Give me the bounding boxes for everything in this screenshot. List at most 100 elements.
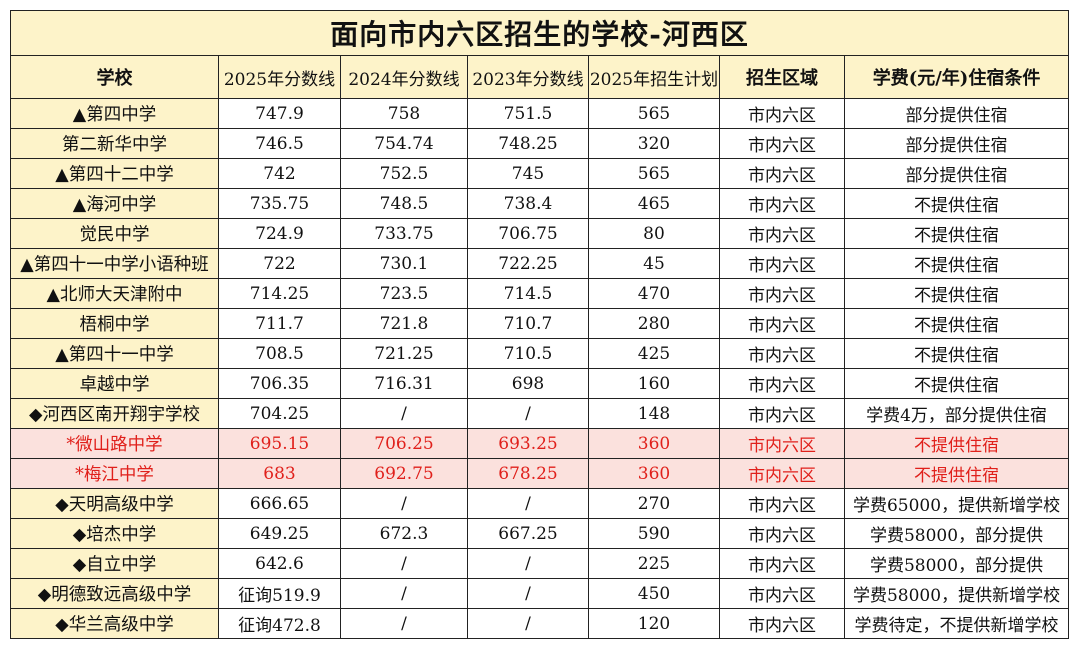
admission-score-table: 面向市内六区招生的学校-河西区 学校 2025年分数线 2024年分数线 202… [9,10,1070,639]
score-2023-cell: 667.25 [467,518,589,549]
area-cell: 市内六区 [719,158,845,189]
school-cell: 卓越中学 [10,368,219,399]
plan-cell: 120 [588,608,720,639]
table-row: ▲第四十一中学小语种班 722 730.1 722.25 45 市内六区 不提供住宿 [10,248,1070,279]
fee-housing-cell: 学费58000，部分提供 [843,548,1070,579]
fee-housing-cell: 不提供住宿 [843,368,1070,399]
area-cell: 市内六区 [719,338,845,369]
score-2024-cell: / [340,398,468,429]
score-2024-cell: 758 [340,98,468,129]
school-cell: ◆河西区南开翔宇学校 [10,398,219,429]
score-2023-cell: 751.5 [467,98,589,129]
area-cell: 市内六区 [719,458,845,489]
score-2024-cell: 730.1 [340,248,468,279]
school-cell: ▲第四十一中学 [10,338,219,369]
table-row: ◆明德致远高级中学 征询519.9//450 市内六区 学费58000，提供新增学校 [10,578,1070,609]
score-2023-cell: 722.25 [467,248,589,279]
plan-cell: 360 [588,428,720,459]
score-2025-cell: 706.35 [218,368,341,399]
score-2023-cell: 714.5 [467,278,589,309]
score-2025-cell: 708.5 [218,338,341,369]
school-cell: ▲第四十一中学小语种班 [10,248,219,279]
score-2024-cell: 706.25 [340,428,468,459]
fee-housing-cell: 不提供住宿 [843,308,1070,339]
table-row: ◆天明高级中学 666.65//270 市内六区 学费65000，提供新增学校 [10,488,1070,519]
header-school: 学校 [10,55,219,99]
score-2023-cell: 678.25 [467,458,589,489]
score-2023-cell: 710.5 [467,338,589,369]
score-2025-cell: 征询519.9 [218,578,341,609]
area-cell: 市内六区 [719,398,845,429]
table-row: ▲第四十二中学 742 752.5 745 565 市内六区 部分提供住宿 [10,158,1070,189]
score-2024-cell: 733.75 [340,218,468,249]
school-cell: 第二新华中学 [10,128,219,159]
area-cell: 市内六区 [719,278,845,309]
fee-housing-cell: 学费待定，不提供新增学校 [843,608,1070,639]
plan-cell: 465 [588,188,720,219]
fee-housing-cell: 学费58000，部分提供 [843,518,1070,549]
score-2023-cell: 745 [467,158,589,189]
fee-housing-cell: 不提供住宿 [843,278,1070,309]
score-2025-cell: 742 [218,158,341,189]
school-cell: ◆自立中学 [10,548,219,579]
table-row: 梧桐中学 711.7 721.8 710.7 280 市内六区 不提供住宿 [10,308,1070,339]
plan-cell: 450 [588,578,720,609]
table-row: ▲海河中学 735.75 748.5 738.4 465 市内六区 不提供住宿 [10,188,1070,219]
score-2023-cell: 698 [467,368,589,399]
plan-cell: 565 [588,98,720,129]
score-2023-cell: 748.25 [467,128,589,159]
area-cell: 市内六区 [719,578,845,609]
plan-cell: 45 [588,248,720,279]
score-2024-cell: / [340,608,468,639]
school-cell: ◆天明高级中学 [10,488,219,519]
score-2024-cell: 721.8 [340,308,468,339]
area-cell: 市内六区 [719,188,845,219]
plan-cell: 160 [588,368,720,399]
plan-cell: 425 [588,338,720,369]
score-2025-cell: 722 [218,248,341,279]
table-row: ◆自立中学 642.6//225 市内六区 学费58000，部分提供 [10,548,1070,579]
score-2024-cell: / [340,578,468,609]
school-cell: *微山路中学 [10,428,219,459]
fee-housing-cell: 不提供住宿 [843,458,1070,489]
header-area: 招生区域 [719,55,845,99]
table-title: 面向市内六区招生的学校-河西区 [9,10,1070,56]
header-score-2025: 2025年分数线 [218,55,341,99]
school-cell: ◆培杰中学 [10,518,219,549]
school-cell: ▲第四中学 [10,98,219,129]
score-2023-cell: / [467,488,589,519]
fee-housing-cell: 学费58000，提供新增学校 [843,578,1070,609]
score-2025-cell: 711.7 [218,308,341,339]
area-cell: 市内六区 [719,218,845,249]
score-2023-cell: 693.25 [467,428,589,459]
table-row: ◆培杰中学 649.25 672.3 667.25 590 市内六区 学费58000，部分提… [10,518,1070,549]
score-2023-cell: 738.4 [467,188,589,219]
area-cell: 市内六区 [719,428,845,459]
fee-housing-cell: 不提供住宿 [843,338,1070,369]
area-cell: 市内六区 [719,248,845,279]
table-row: ◆河西区南开翔宇学校 704.25//148 市内六区 学费4万，部分提供住宿 [10,398,1070,429]
score-2024-cell: 721.25 [340,338,468,369]
table-row: ▲北师大天津附中 714.25 723.5 714.5 470 市内六区 不提供住宿 [10,278,1070,309]
fee-housing-cell: 不提供住宿 [843,188,1070,219]
plan-cell: 270 [588,488,720,519]
school-cell: ▲海河中学 [10,188,219,219]
fee-housing-cell: 部分提供住宿 [843,98,1070,129]
header-score-2023: 2023年分数线 [467,55,589,99]
table-row: *微山路中学 695.15 706.25 693.25 360 市内六区 不提供住宿 [10,428,1070,459]
school-cell: ▲北师大天津附中 [10,278,219,309]
score-2025-cell: 649.25 [218,518,341,549]
fee-housing-cell: 不提供住宿 [843,248,1070,279]
score-2023-cell: / [467,578,589,609]
table-row: ▲第四中学 747.9 758 751.5 565 市内六区 部分提供住宿 [10,98,1070,129]
area-cell: 市内六区 [719,608,845,639]
fee-housing-cell: 学费4万，部分提供住宿 [843,398,1070,429]
score-2024-cell: 672.3 [340,518,468,549]
plan-cell: 148 [588,398,720,429]
school-cell: 梧桐中学 [10,308,219,339]
fee-housing-cell: 不提供住宿 [843,428,1070,459]
plan-cell: 470 [588,278,720,309]
table-row: ▲第四十一中学 708.5 721.25 710.5 425 市内六区 不提供住宿 [10,338,1070,369]
table-row: 卓越中学 706.35 716.31 698 160 市内六区 不提供住宿 [10,368,1070,399]
score-2025-cell: 642.6 [218,548,341,579]
